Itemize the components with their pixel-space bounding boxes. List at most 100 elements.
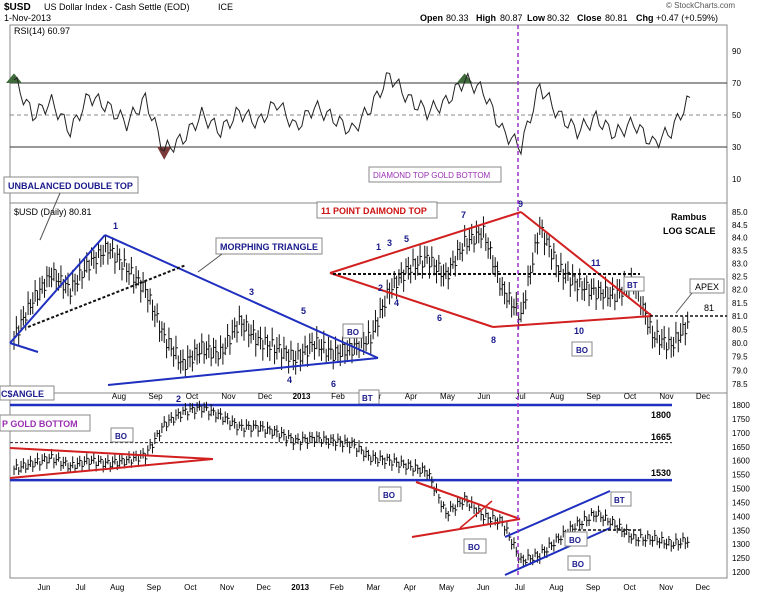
gold-x-tick: Oct	[623, 583, 636, 592]
usd-x-axis: AugSepOctNovDec2013FebMarAprMayJunJulAug…	[112, 392, 710, 401]
rsi-overbought-fill-0	[6, 73, 22, 83]
gold-bo-box-4	[564, 531, 588, 547]
usd-x-tick: Aug	[550, 392, 564, 401]
rsi-tick-30: 30	[732, 143, 741, 152]
chart-header: $USD US Dollar Index - Cash Settle (EOD)…	[4, 1, 735, 23]
usd-tick-81: 81.0	[732, 312, 748, 321]
usd-bo-label-2: BO	[576, 346, 588, 355]
gold-bo-label-3: BO	[468, 543, 480, 552]
gold-tick-1600: 1600	[732, 457, 750, 466]
gold-x-tick: Apr	[404, 583, 417, 592]
usd-x-tick: Apr	[405, 392, 418, 401]
gold-tick-1550: 1550	[732, 471, 750, 480]
gold-bt-box	[610, 491, 632, 507]
gold-cut-label-1: C$ANGLE	[1, 389, 44, 399]
gold-price-bars	[13, 400, 690, 567]
close-label: Close	[577, 13, 602, 23]
diamond-upper-right-line	[520, 211, 653, 317]
gold-x-axis: Jun Jul Aug Sep Oct Nov Dec 2013 Feb Mar Apr May Jun…	[38, 583, 710, 592]
usd-x-tick: Aug	[112, 392, 126, 401]
usd-tick-84.5: 84.5	[732, 221, 748, 230]
point-5-diamond: 5	[404, 234, 409, 244]
usd-bt-label-2: BT	[627, 281, 638, 290]
gold-level-1530: 1530	[651, 468, 671, 478]
gold-bo-label-5: BO	[572, 560, 584, 569]
double-top-base-line	[9, 342, 39, 353]
gold-x-tick: Jun	[477, 583, 490, 592]
usd-tick-80.5: 80.5	[732, 326, 748, 335]
apex-value-label: 81	[704, 303, 714, 313]
usd-x-tick: Jul	[515, 392, 525, 401]
point-1-left: 1	[113, 221, 118, 231]
usd-bo-box-1	[342, 323, 364, 339]
point-4-left: 4	[287, 375, 292, 385]
usd-tick-80: 80.0	[732, 339, 748, 348]
rsi-reference-lines	[10, 82, 727, 148]
close-value: 80.81	[605, 13, 628, 23]
date-text: 1-Nov-2013	[4, 13, 51, 23]
unbalanced-double-top-label: UNBALANCED DOUBLE TOP	[8, 181, 133, 191]
rsi-legend: RSI(14) 60.97	[14, 26, 70, 36]
gold-tick-1200: 1200	[732, 568, 750, 577]
morphing-triangle-box	[215, 237, 323, 255]
usd-tick-79: 79.0	[732, 366, 748, 375]
usd-tick-82.5: 82.5	[732, 273, 748, 282]
gold-channel-top-line	[504, 490, 611, 538]
usd-tick-82: 82.0	[732, 286, 748, 295]
rambus-label: Rambus	[671, 212, 707, 222]
chg-value: +0.47 (+0.59%)	[656, 13, 718, 23]
diamond-gold-box	[368, 166, 502, 183]
point-11-diamond: 11	[591, 258, 601, 268]
diamond-upper-left-line	[329, 211, 522, 274]
gold-channel-bottom-line	[504, 527, 611, 576]
log-scale-label: LOG SCALE	[663, 226, 716, 236]
gold-tick-1400: 1400	[732, 512, 750, 521]
gold-x-tick: May	[439, 583, 454, 592]
gold-bo-box-5	[567, 555, 591, 571]
usd-x-tick: Nov	[221, 392, 235, 401]
unbalanced-double-top-box	[3, 176, 139, 194]
usd-bt-label-1: BT	[362, 394, 373, 403]
gold-bt-label: BT	[614, 496, 625, 505]
apex-pointer	[675, 292, 693, 314]
gold-small-flag-line	[459, 500, 493, 529]
gold-bo-box-2	[378, 486, 402, 502]
diamond-top-label: 11 POINT DAIMOND TOP	[321, 206, 427, 216]
diamond-top-box	[316, 201, 438, 219]
open-value: 80.33	[446, 13, 469, 23]
point-5-left: 5	[301, 306, 306, 316]
point-3-diamond: 3	[387, 238, 392, 248]
usd-x-tick: Sep	[148, 392, 163, 401]
gold-bo-label-4: BO	[569, 536, 581, 545]
point-2-left: 2	[176, 394, 181, 404]
rsi-tick-70: 70	[732, 79, 741, 88]
usd-tick-81.5: 81.5	[732, 299, 748, 308]
usd-bt-box-2	[623, 276, 645, 292]
gold-x-tick: 2013	[291, 583, 309, 592]
point-4-diamond: 4	[394, 298, 399, 308]
usd-tick-85: 85.0	[732, 208, 748, 217]
gold-x-tick: Nov	[659, 583, 673, 592]
rsi-oversold-fill	[157, 147, 172, 160]
apex-box	[689, 278, 725, 294]
gold-x-tick: Jul	[515, 583, 525, 592]
gold-x-tick: Nov	[220, 583, 234, 592]
usd-x-tick: 2013	[293, 392, 311, 401]
gold-level-1665: 1665	[651, 432, 671, 442]
gold-triangle-top-line	[9, 447, 214, 460]
gold-cut-label-box-2	[0, 414, 91, 432]
gold-x-tick: Aug	[110, 583, 124, 592]
usd-x-tick: Sep	[586, 392, 601, 401]
point-7-diamond: 7	[461, 210, 466, 220]
usd-tick-84: 84.0	[732, 234, 748, 243]
gold-cut-label-box-1	[0, 385, 55, 401]
gold-tick-1800: 1800	[732, 401, 750, 410]
gold-tick-1350: 1350	[732, 526, 750, 535]
gold-bo-box-1	[110, 427, 134, 443]
gold-x-tick: Dec	[256, 583, 270, 592]
usd-annotations: UNBALANCED DOUBLE TOP MORPHING TRIANGLE …	[3, 176, 725, 405]
symbol-text: $USD	[4, 2, 31, 13]
point-9-diamond: 9	[518, 199, 523, 209]
gold-tick-1250: 1250	[732, 554, 750, 563]
morphing-triangle-pointer	[197, 253, 223, 273]
